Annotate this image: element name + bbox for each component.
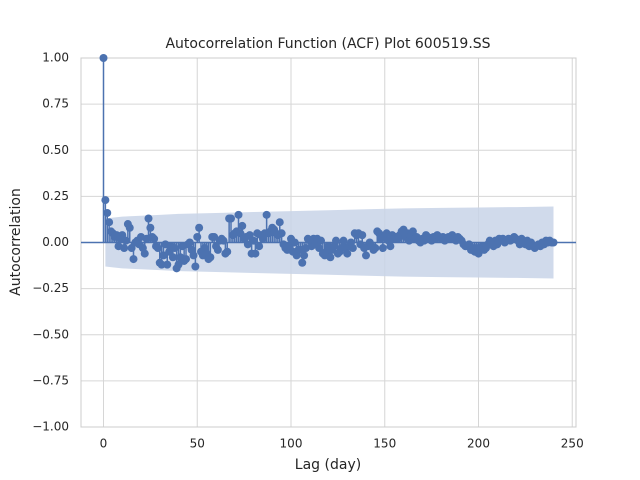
acf-marker: [348, 244, 357, 253]
chart-title: Autocorrelation Function (ACF) Plot 6005…: [165, 36, 490, 52]
acf-marker: [185, 238, 194, 247]
acf-marker: [262, 210, 271, 219]
acf-marker: [362, 251, 370, 260]
acf-marker: [326, 253, 335, 262]
acf-marker: [120, 244, 129, 253]
acf-marker: [129, 255, 138, 264]
acf-marker: [182, 255, 190, 264]
x-tick-label: 50: [190, 437, 205, 451]
acf-marker: [332, 236, 340, 245]
acf-marker: [168, 253, 177, 262]
acf-marker: [549, 238, 558, 247]
y-tick-label: −0.25: [32, 281, 69, 295]
acf-marker: [213, 245, 222, 254]
acf-marker: [358, 231, 367, 240]
x-tick-label: 0: [100, 437, 108, 451]
acf-marker: [371, 244, 380, 253]
acf-marker: [255, 242, 264, 251]
acf-marker: [140, 249, 149, 258]
y-tick-label: −1.00: [32, 420, 69, 434]
acf-marker: [238, 221, 247, 230]
y-tick-label: 0.75: [42, 97, 69, 111]
acf-marker: [206, 253, 215, 262]
acf-marker: [227, 214, 235, 223]
acf-marker: [103, 208, 112, 217]
y-tick-label: 0.25: [42, 189, 69, 203]
acf-marker: [122, 236, 130, 245]
acf-marker: [150, 234, 159, 243]
acf-marker: [170, 244, 179, 253]
acf-marker: [339, 236, 348, 245]
y-tick-label: 1.00: [42, 51, 69, 65]
acf-marker: [125, 223, 134, 232]
acf-marker: [163, 260, 172, 269]
acf-marker: [195, 223, 204, 232]
acf-marker: [101, 196, 110, 205]
acf-marker: [249, 236, 258, 245]
acf-marker: [219, 236, 228, 245]
acf-marker: [290, 238, 299, 247]
acf-marker: [298, 258, 307, 267]
y-tick-label: −0.50: [32, 327, 69, 341]
y-tick-label: 0.00: [42, 235, 69, 249]
y-tick-label: 0.50: [42, 143, 69, 157]
acf-marker: [343, 249, 352, 258]
acf-marker: [146, 223, 155, 232]
acf-marker: [189, 251, 198, 260]
acf-marker: [300, 251, 309, 260]
acf-marker: [191, 262, 200, 271]
acf-marker: [223, 247, 232, 256]
acf-marker: [153, 244, 162, 253]
acf-marker: [378, 244, 387, 253]
x-axis-label: Lag (day): [295, 457, 361, 473]
acf-marker: [144, 214, 153, 223]
x-tick-label: 150: [373, 437, 396, 451]
x-tick-label: 100: [280, 437, 303, 451]
acf-marker: [275, 218, 284, 227]
y-tick-label: −0.75: [32, 373, 69, 387]
acf-marker: [99, 54, 108, 62]
acf-marker: [234, 210, 243, 219]
x-tick-label: 200: [467, 437, 490, 451]
acf-marker: [386, 242, 395, 251]
x-tick-label: 250: [561, 437, 584, 451]
acf-marker: [277, 229, 286, 238]
acf-marker: [193, 232, 202, 241]
acf-marker: [317, 236, 325, 245]
acf-marker: [105, 218, 114, 227]
acf-marker: [157, 260, 166, 269]
acf-marker: [251, 249, 260, 258]
y-axis-label: Autocorrelation: [8, 188, 24, 296]
